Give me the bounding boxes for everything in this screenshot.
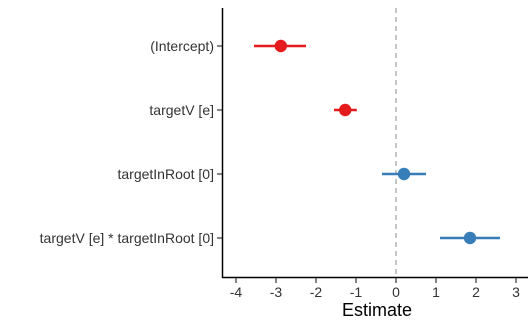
estimate-point: [397, 167, 411, 181]
term-label: targetInRoot [0]: [117, 166, 214, 182]
x-tick-label: -4: [230, 284, 243, 300]
x-tick-label: 1: [432, 284, 440, 300]
x-tick-label: -2: [310, 284, 323, 300]
x-tick-label: 2: [472, 284, 480, 300]
x-tick-label: -1: [350, 284, 363, 300]
term-label: targetV [e]: [149, 102, 214, 118]
x-tick-label: 3: [512, 284, 520, 300]
estimate-point: [463, 231, 477, 245]
x-tick-label: -3: [270, 284, 283, 300]
x-tick-label: 0: [392, 284, 400, 300]
estimate-point: [339, 103, 352, 117]
x-axis-title: Estimate: [342, 300, 412, 320]
term-label: targetV [e] * targetInRoot [0]: [40, 230, 214, 246]
term-label: (Intercept): [150, 38, 214, 54]
estimate-point: [274, 39, 287, 53]
